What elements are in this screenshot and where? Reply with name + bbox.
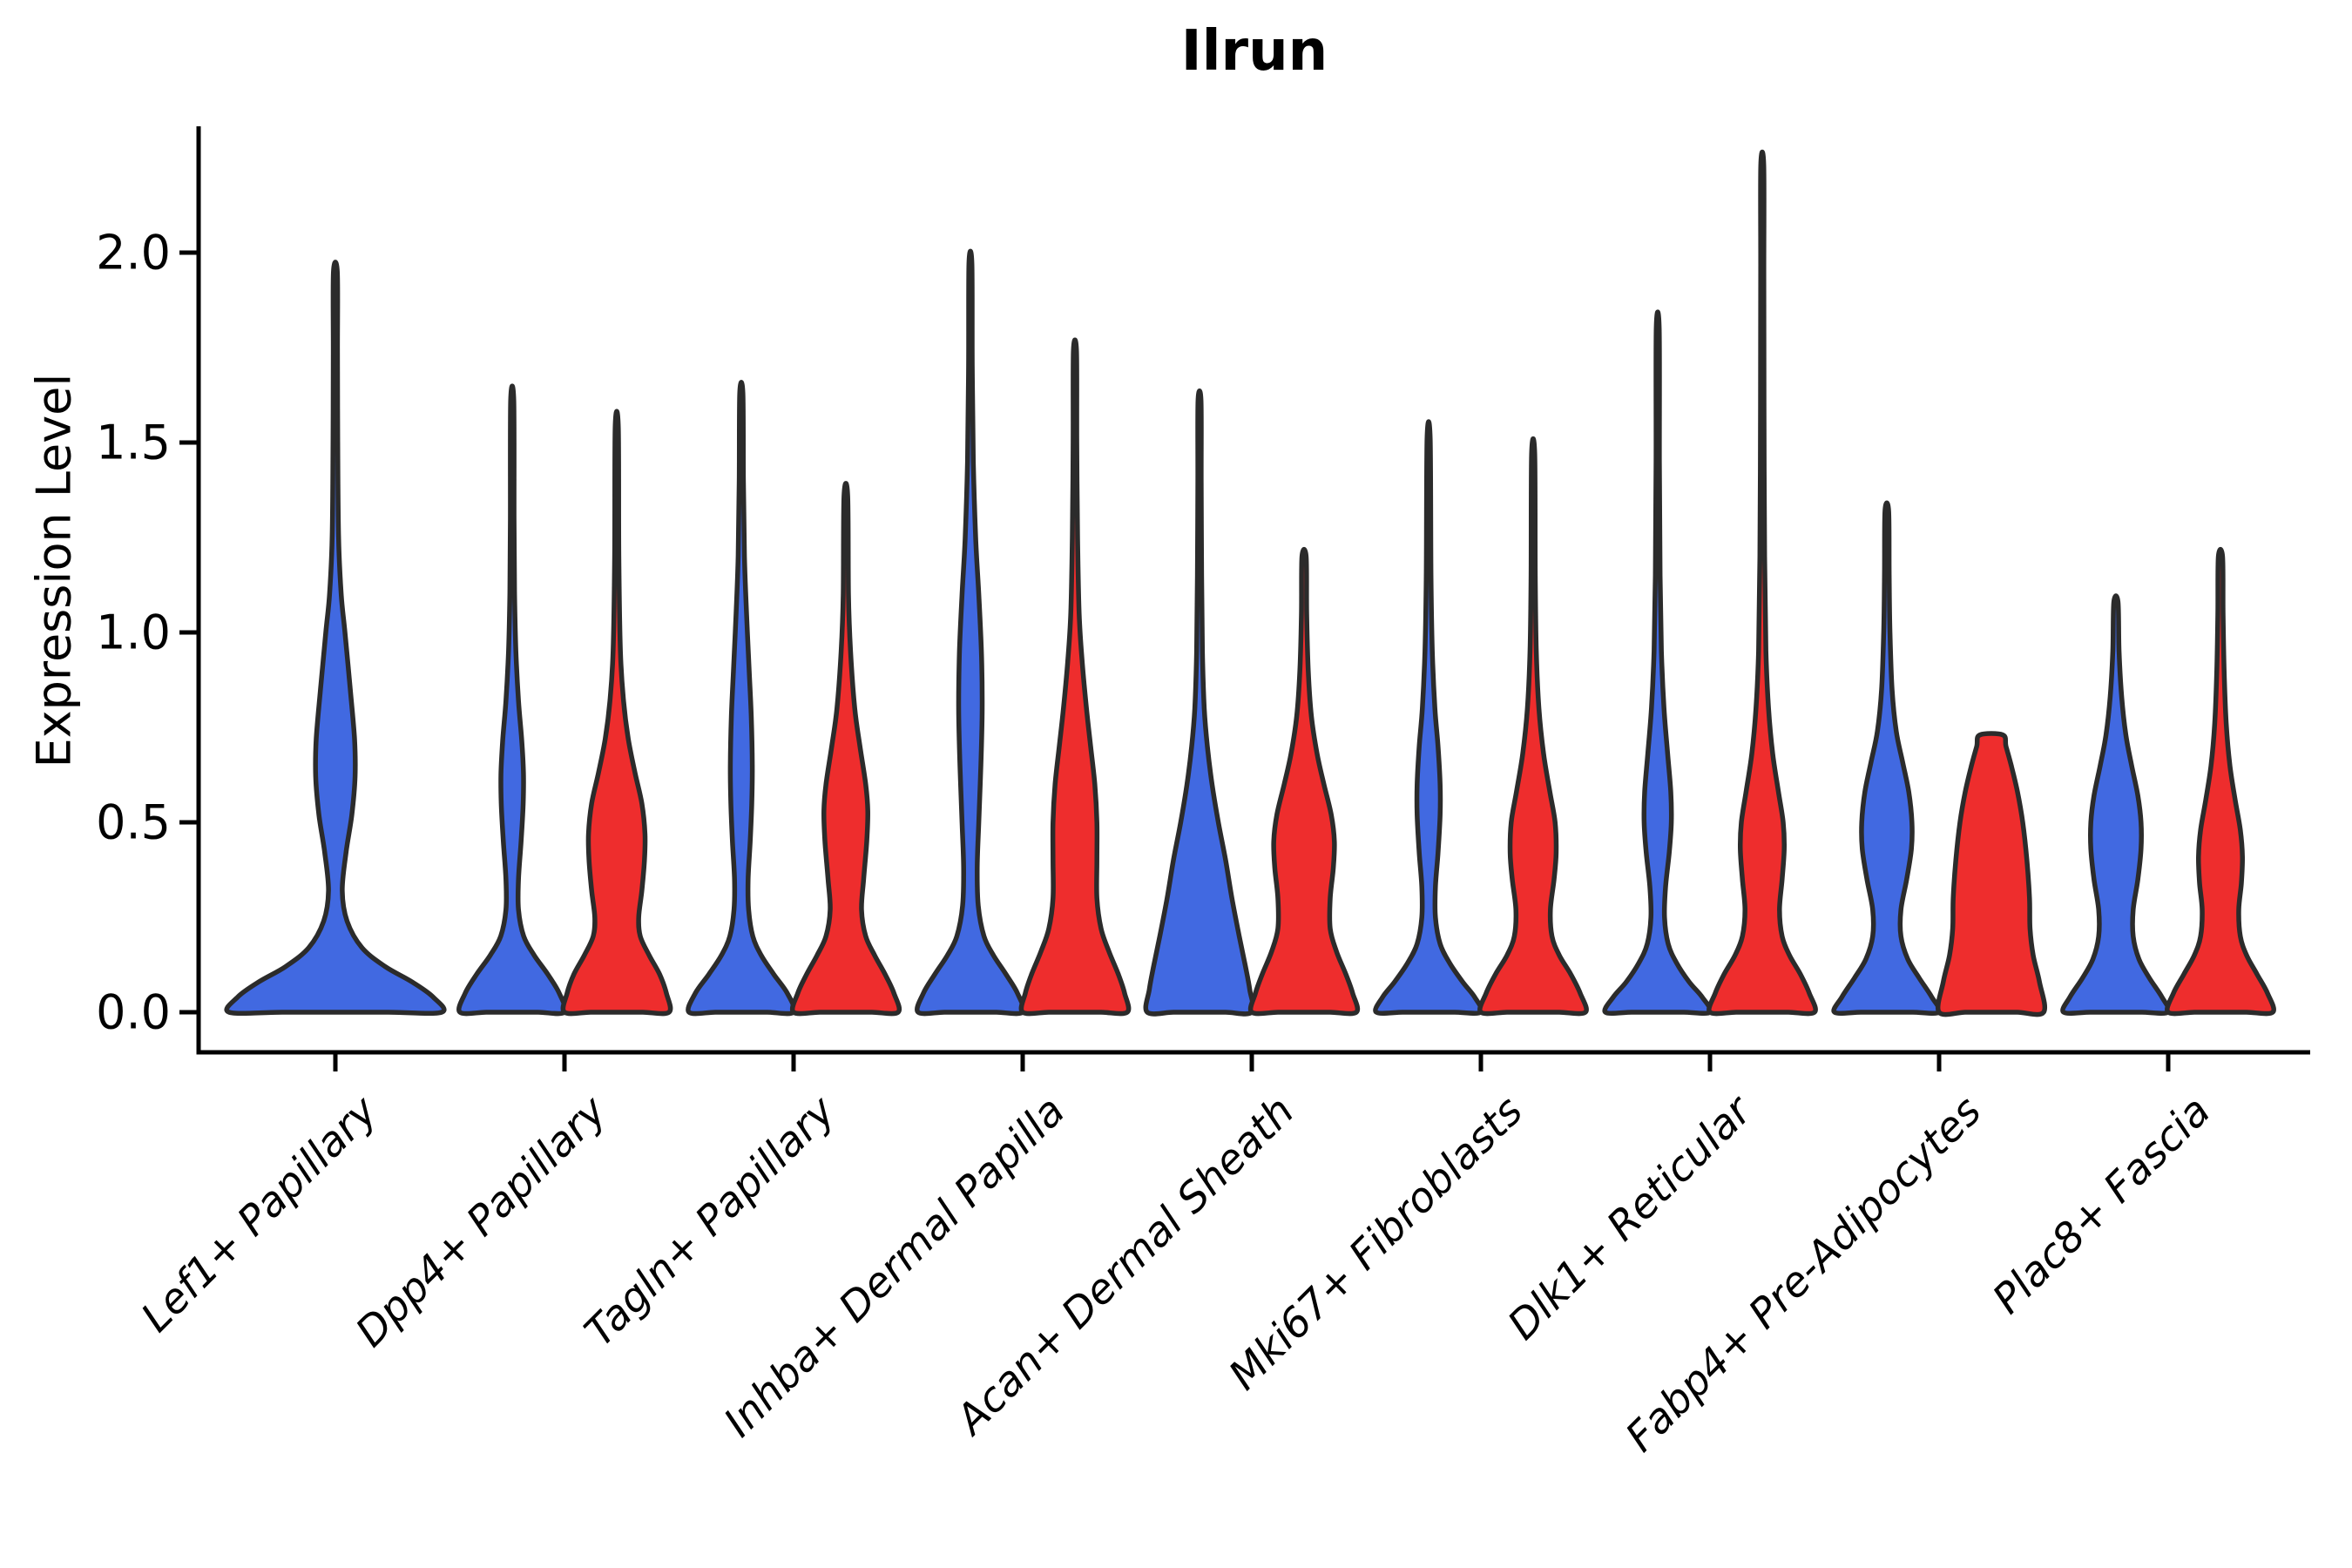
violin-inhba-dermal-papilla-red bbox=[1018, 337, 1132, 1017]
violin-mki67-fibroblasts-blue bbox=[1373, 419, 1484, 1017]
violin-inhba-dermal-papilla-blue bbox=[915, 248, 1026, 1017]
y-tick-label: 0.0 bbox=[96, 984, 171, 1040]
y-tick-label: 1.5 bbox=[96, 415, 171, 470]
violin-dlk1-reticular-red bbox=[1707, 149, 1818, 1017]
violin-plac8-fascia-blue bbox=[2060, 593, 2172, 1017]
violin-dpp4-papillary-blue bbox=[456, 383, 568, 1017]
violin-lef1-papillary-blue bbox=[224, 260, 447, 1017]
violin-fabp4-pre-adipocytes-red bbox=[1935, 731, 2048, 1017]
violin-acan-dermal-sheath-blue bbox=[1143, 388, 1256, 1017]
violin-plac8-fascia-red bbox=[2165, 546, 2276, 1017]
violin-tagln-papillary-red bbox=[789, 481, 902, 1017]
violin-acan-dermal-sheath-red bbox=[1247, 546, 1361, 1017]
violin-mki67-fibroblasts-red bbox=[1477, 436, 1589, 1017]
violin-tagln-papillary-blue bbox=[686, 380, 797, 1017]
violin-dlk1-reticular-blue bbox=[1602, 309, 1713, 1017]
y-tick-label: 1.0 bbox=[96, 605, 171, 660]
violin-dpp4-papillary-red bbox=[560, 409, 673, 1017]
violin-fabp4-pre-adipocytes-blue bbox=[1831, 500, 1943, 1017]
chart-title: Ilrun bbox=[1180, 19, 1328, 84]
y-tick-label: 2.0 bbox=[96, 225, 171, 280]
y-tick-label: 0.5 bbox=[96, 794, 171, 850]
